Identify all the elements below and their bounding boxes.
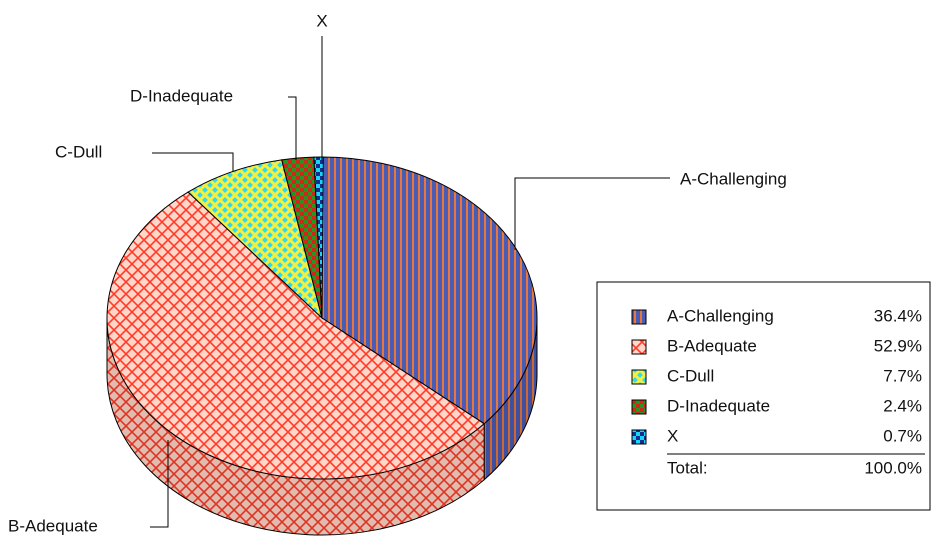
legend-label: D-Inadequate [667, 396, 770, 415]
slice [313, 156, 324, 319]
legend-value: 36.4% [874, 306, 922, 325]
slice-label: A-Challenging [680, 169, 787, 188]
legend-label: A-Challenging [667, 306, 774, 325]
leader-line [150, 440, 169, 528]
legend-swatch [631, 339, 647, 355]
legend-value: 7.7% [883, 366, 922, 385]
legend-total-name: Total: [667, 458, 708, 477]
slice-label: D-Inadequate [130, 86, 233, 105]
slice-side-shade [484, 318, 537, 480]
legend-label: X [667, 426, 678, 445]
legend-swatch [631, 369, 647, 385]
legend-total-value: 100.0% [864, 458, 922, 477]
legend-value: 0.7% [883, 426, 922, 445]
legend-label: C-Dull [667, 366, 714, 385]
leader-line [288, 96, 297, 160]
slice [106, 191, 485, 480]
legend-swatch [631, 399, 647, 415]
slice [321, 156, 538, 425]
slice-side-shade [107, 318, 485, 535]
slice-label: B-Adequate [8, 516, 98, 535]
legend-label: B-Adequate [667, 336, 757, 355]
legend-value: 52.9% [874, 336, 922, 355]
legend-swatch [631, 429, 647, 445]
slice-label: X [316, 11, 327, 30]
slice [187, 159, 323, 320]
legend-box [596, 281, 931, 511]
leader-line [514, 177, 670, 250]
legend-value: 2.4% [883, 396, 922, 415]
legend-swatch [631, 309, 647, 325]
slice-label: C-Dull [55, 142, 102, 161]
leader-line [152, 152, 234, 172]
